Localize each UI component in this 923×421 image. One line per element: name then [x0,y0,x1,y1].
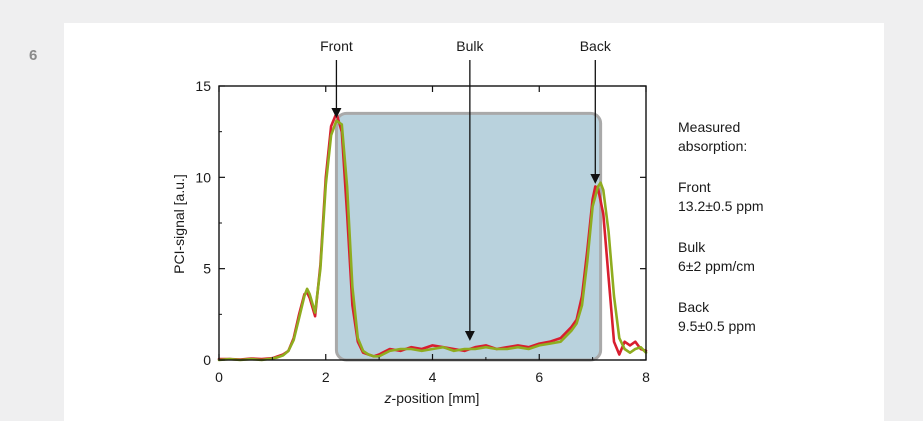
back-value: 9.5±0.5 ppm [678,318,756,334]
y-tick-label: 0 [203,352,211,368]
y-tick-label: 15 [195,78,211,94]
y-axis-label: PCI-signal [a.u.] [171,174,187,274]
front-annotation-label: Front [320,38,353,54]
x-tick-label: 2 [322,369,330,385]
front-label: Front [678,179,711,195]
bulk-annotation-label: Bulk [456,38,484,54]
front-absorption-note: Front 13.2±0.5 ppm [678,178,764,216]
x-tick-label: 4 [429,369,437,385]
bulk-value: 6±2 ppm/cm [678,258,755,274]
bulk-absorption-note: Bulk 6±2 ppm/cm [678,238,755,276]
y-tick-label: 10 [195,169,211,185]
bulk-label: Bulk [678,239,706,255]
x-axis-label-italic: z [384,390,392,406]
y-tick-label: 5 [203,261,211,277]
series-line-2 [217,119,648,362]
back-absorption-note: Back 9.5±0.5 ppm [678,298,756,336]
back-annotation-label: Back [580,38,612,54]
back-label: Back [678,299,710,315]
front-value: 13.2±0.5 ppm [678,198,764,214]
figure-number: 6 [29,47,38,64]
bulk-region [334,111,603,362]
heading-line-1: Measured [678,119,741,135]
x-tick-label: 6 [535,369,543,385]
x-axis-label: z-position [mm] [384,390,480,406]
measured-absorption-heading: Measured absorption: [678,118,747,156]
x-axis-label-rest: -position [mm] [392,390,480,406]
heading-line-2: absorption: [678,138,748,154]
x-tick-label: 0 [215,369,223,385]
x-tick-label: 8 [642,369,650,385]
